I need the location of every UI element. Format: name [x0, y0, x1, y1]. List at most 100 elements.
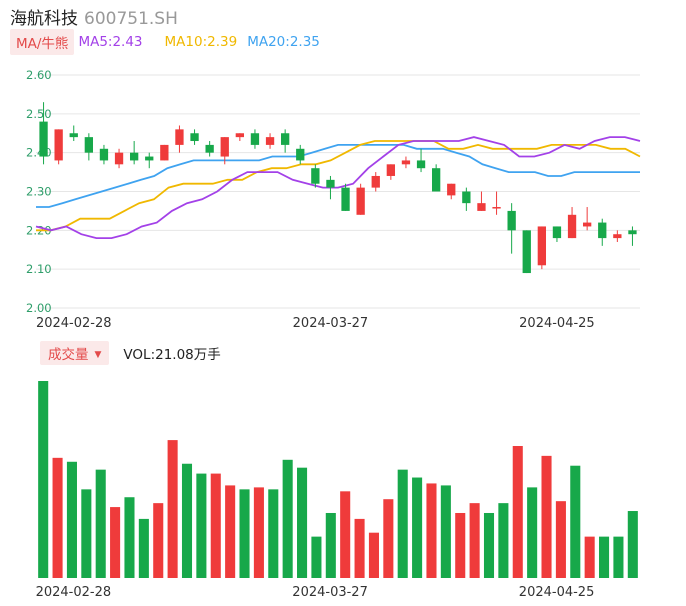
volume-bar: [253, 487, 264, 578]
volume-bar: [599, 536, 610, 578]
volume-bar: [570, 465, 581, 578]
volume-legend: 成交量 ▼ VOL:21.08万手: [40, 341, 221, 365]
volume-bar: [527, 487, 538, 578]
candle-body: [598, 222, 607, 239]
candle-body: [431, 168, 441, 192]
candle-body: [145, 156, 154, 161]
candle-body: [160, 144, 169, 161]
volume-x-tick-label: 2024-02-28: [36, 585, 112, 600]
candle-body: [567, 214, 577, 239]
volume-bar: [81, 489, 92, 578]
stock-code: 600751.SH: [84, 9, 178, 29]
volume-bar: [95, 469, 106, 578]
candle-body: [175, 129, 184, 145]
x-tick-label: 2024-02-28: [36, 316, 112, 331]
y-tick-label: 2.30: [26, 185, 52, 199]
volume-value: VOL:21.08万手: [123, 347, 221, 363]
volume-bar: [555, 501, 566, 578]
ma20-legend: MA20:2.35: [247, 34, 320, 50]
volume-bar: [469, 503, 480, 578]
volume-bar: [167, 440, 178, 578]
candle-body: [84, 137, 94, 153]
stock-title: 海航科技 600751.SH: [10, 4, 178, 29]
volume-bar: [282, 459, 293, 578]
volume-bar: [239, 489, 250, 578]
volume-bar: [210, 473, 221, 578]
caret-down-icon: ▼: [94, 350, 102, 360]
candle-body: [371, 175, 380, 188]
candle-body: [522, 230, 531, 274]
volume-x-tick-label: 2024-03-27: [292, 585, 368, 600]
candle-body: [613, 234, 622, 239]
volume-bar: [153, 503, 164, 578]
volume-bar: [397, 469, 408, 578]
candle-body: [582, 222, 592, 227]
volume-bar: [38, 381, 49, 578]
y-tick-label: 2.50: [26, 107, 52, 121]
volume-bar: [225, 485, 236, 578]
ma-selector-button[interactable]: MA/牛熊: [10, 29, 75, 55]
candle-body: [129, 152, 139, 161]
volume-bar: [426, 483, 437, 578]
volume-bar: [124, 497, 135, 578]
candle-body: [447, 183, 456, 196]
candle-body: [326, 179, 335, 188]
candle-body: [114, 152, 124, 165]
candle-body: [386, 164, 396, 176]
ma5-legend: MA5:2.43: [78, 34, 143, 50]
volume-bar: [412, 477, 423, 578]
candle-body: [341, 187, 350, 211]
candle-body: [416, 160, 426, 169]
candle-body: [39, 121, 48, 157]
volume-bar: [354, 518, 365, 578]
volume-selector-label: 成交量: [48, 347, 89, 363]
candle-body: [537, 226, 547, 266]
volume-bar: [383, 499, 394, 578]
candle-body: [492, 207, 501, 209]
volume-bar: [455, 512, 466, 578]
volume-bar: [440, 485, 451, 578]
ma10-line: [36, 140, 641, 232]
ma5-line: [35, 136, 641, 240]
candle-body: [69, 133, 78, 138]
candle-body: [205, 144, 214, 153]
volume-bar: [268, 489, 279, 578]
volume-bar: [66, 461, 77, 578]
y-tick-label: 2.40: [26, 146, 52, 160]
volume-bar: [110, 507, 121, 578]
candle-body: [477, 203, 486, 211]
x-tick-label: 2024-03-27: [293, 316, 369, 331]
candle-body: [250, 133, 260, 145]
volume-bar: [325, 512, 336, 578]
volume-bar: [541, 455, 552, 578]
candle-body: [190, 133, 199, 142]
volume-x-tick-label: 2024-04-25: [519, 585, 595, 600]
candle-body: [356, 187, 365, 215]
volume-bar: [613, 536, 624, 578]
candle-body: [311, 168, 320, 184]
candle-body: [220, 137, 229, 157]
volume-bar: [498, 503, 509, 578]
volume-bar: [483, 512, 495, 578]
candle-body: [280, 133, 290, 145]
stock-name: 海航科技: [10, 9, 78, 29]
volume-bar: [138, 518, 149, 578]
candle-body: [54, 129, 63, 161]
candle-body: [628, 230, 637, 235]
candle-body: [296, 148, 305, 161]
candle-body: [552, 226, 562, 239]
volume-bar: [627, 511, 638, 578]
volume-bar: [311, 536, 322, 578]
volume-bar: [368, 532, 379, 578]
volume-bar: [584, 536, 595, 578]
volume-bar: [512, 446, 523, 578]
volume-selector-button[interactable]: 成交量 ▼: [40, 341, 110, 365]
volume-bar: [52, 457, 63, 578]
x-tick-label: 2024-04-25: [519, 316, 595, 331]
volume-bar: [297, 467, 308, 578]
y-tick-label: 2.10: [26, 262, 52, 276]
volume-bar: [196, 473, 207, 578]
y-tick-label: 2.00: [26, 301, 52, 315]
volume-bar: [340, 491, 351, 578]
